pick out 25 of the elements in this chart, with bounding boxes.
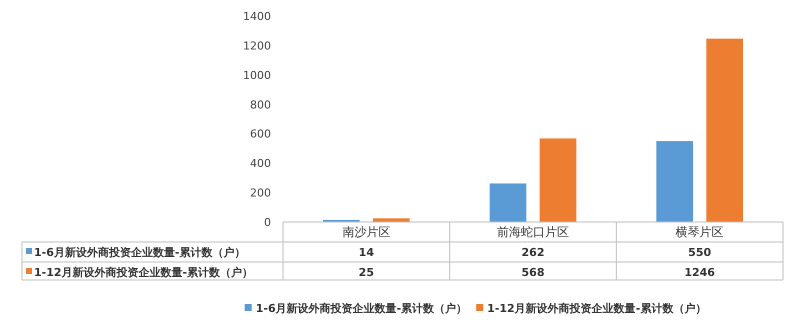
data-label: 262 [522,246,544,259]
text: 1-12月新设外商投资企业数量-累计数（户） [34,266,254,279]
data-label: 1246 [684,266,716,279]
legend-label: 1-6月新设外商投资企业数量-累计数（户） [256,302,468,315]
x-tick-label: 横琴片区 [676,225,724,239]
data-label: 568 [522,266,544,279]
y-tick-label: 0 [264,216,271,229]
y-tick-label: 400 [250,157,271,170]
y-tick-label: 1200 [243,39,271,52]
bar [706,38,743,222]
legend-label: 1-12月新设外商投资企业数量-累计数（户） [487,302,706,315]
data-label: 14 [358,246,374,259]
bar [540,138,576,222]
bar [656,141,693,222]
y-tick-label: 800 [250,98,271,112]
data-label: 550 [688,246,712,259]
text: 1-6月新设外商投资企业数量-累计数（户） [34,246,246,259]
y-tick-label: 600 [250,128,271,141]
y-tick-label: 1000 [243,68,271,82]
y-tick-label: 1400 [243,10,271,23]
data-label: 25 [358,266,374,279]
x-tick-label: 前海蛇口片区 [497,225,569,239]
bar [490,183,526,222]
x-tick-label: 南沙片区 [342,225,390,239]
y-tick-label: 200 [250,186,271,200]
